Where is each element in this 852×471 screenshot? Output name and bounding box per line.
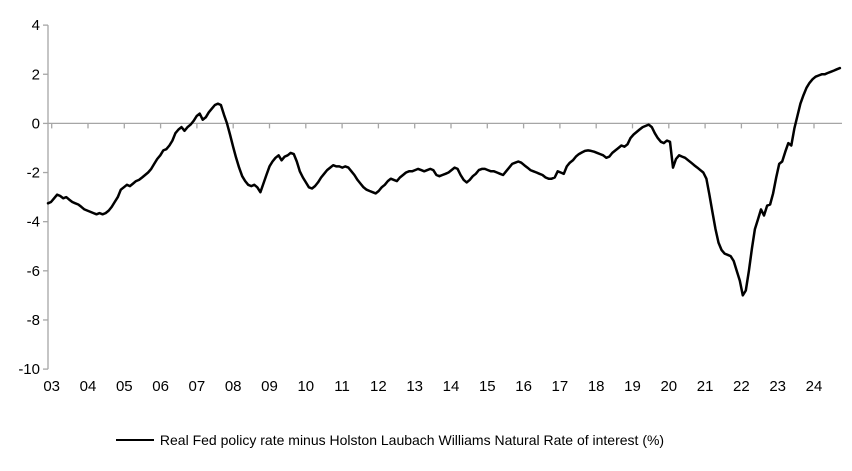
y-axis-label: -4 (27, 214, 40, 231)
x-axis-label: 24 (806, 378, 823, 395)
x-axis-label: 09 (261, 378, 278, 395)
x-axis-label: 12 (370, 378, 387, 395)
x-axis-label: 15 (479, 378, 496, 395)
x-axis-label: 18 (588, 378, 605, 395)
y-axis-label: -8 (27, 312, 40, 329)
x-axis-label: 03 (43, 378, 60, 395)
legend-label: Real Fed policy rate minus Holston Lauba… (159, 432, 665, 448)
x-axis-label: 05 (116, 378, 133, 395)
x-axis-label: 19 (624, 378, 641, 395)
x-axis-label: 17 (552, 378, 569, 395)
y-axis-label: -6 (27, 263, 40, 280)
y-axis-label: -10 (18, 361, 40, 378)
x-axis-label: 07 (189, 378, 206, 395)
legend: Real Fed policy rate minus Holston Lauba… (0, 432, 816, 448)
x-axis-label: 20 (660, 378, 677, 395)
x-axis-label: 16 (515, 378, 532, 395)
legend-line-swatch (115, 439, 154, 441)
x-axis-label: 21 (697, 378, 714, 395)
y-axis-label: 4 (32, 17, 40, 34)
y-axis-label: -2 (27, 165, 40, 182)
x-axis-label: 11 (334, 378, 350, 395)
x-axis-label: 13 (406, 378, 423, 395)
x-axis-label: 10 (297, 378, 314, 395)
x-axis-label: 14 (443, 378, 460, 395)
y-axis-label: 0 (32, 115, 40, 132)
x-axis-label: 04 (80, 378, 97, 395)
x-axis-label: 23 (769, 378, 786, 395)
x-axis-label: 06 (152, 378, 169, 395)
x-axis-label: 08 (225, 378, 242, 395)
y-axis-label: 2 (32, 66, 40, 83)
x-axis-label: 22 (733, 378, 750, 395)
data-series-line (46, 66, 842, 297)
